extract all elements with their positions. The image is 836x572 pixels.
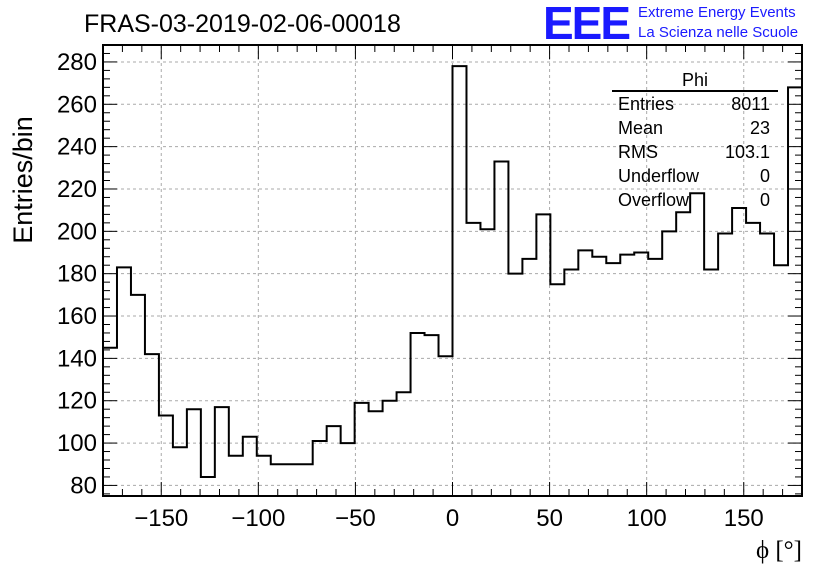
stats-row-underflow: Underflow 0 xyxy=(612,164,778,188)
y-tick-label: 220 xyxy=(57,176,97,203)
stats-label: Mean xyxy=(618,118,664,138)
stats-label: Overflow xyxy=(618,190,690,210)
x-tick-label: −150 xyxy=(134,505,188,532)
stats-row-entries: Entries 8011 xyxy=(612,92,778,116)
stats-label: Underflow xyxy=(618,166,700,186)
stats-title: Phi xyxy=(612,70,778,92)
stats-row-mean: Mean 23 xyxy=(612,116,778,140)
stats-row-overflow: Overflow 0 xyxy=(612,188,778,212)
logo-line-2: La Scienza nelle Scuole xyxy=(638,24,799,41)
stats-label: RMS xyxy=(618,142,658,162)
y-tick-label: 240 xyxy=(57,134,97,161)
stats-label: Entries xyxy=(618,94,675,114)
y-tick-label: 140 xyxy=(57,345,97,372)
chart-title: FRAS-03-2019-02-06-00018 xyxy=(84,10,401,38)
x-tick-label: −50 xyxy=(335,505,376,532)
stats-value: 23 xyxy=(749,118,770,138)
stats-box: Phi Entries 8011 Mean 23 RMS 103.1 Under… xyxy=(612,70,778,212)
stats-value: 103.1 xyxy=(724,142,770,162)
y-tick-label: 160 xyxy=(57,303,97,330)
x-axis-label: ϕ [°] xyxy=(756,537,802,564)
tick-labels: −150 −100 −50 0 50 100 150 80 100 120 140 160 180 200… xyxy=(57,49,764,532)
logo-caption: Extreme Energy Events La Scienza nelle S… xyxy=(638,3,798,43)
stats-value: 0 xyxy=(759,166,770,186)
histogram-series xyxy=(103,65,802,478)
x-tick-label: 150 xyxy=(724,505,764,532)
y-tick-label: 200 xyxy=(57,218,97,245)
x-tick-label: 50 xyxy=(536,505,563,532)
x-tick-label: 0 xyxy=(446,505,459,532)
y-tick-label: 120 xyxy=(57,388,97,415)
axis-ticks xyxy=(103,45,802,496)
stats-value: 8011 xyxy=(731,94,770,114)
y-tick-label: 80 xyxy=(70,472,97,499)
stats-value: 0 xyxy=(759,190,770,210)
y-axis-label: Entries/bin xyxy=(8,116,38,244)
y-tick-label: 180 xyxy=(57,261,97,288)
eee-logo: EEE xyxy=(543,0,631,49)
y-tick-label: 260 xyxy=(57,91,97,118)
y-tick-label: 100 xyxy=(57,430,97,457)
x-tick-label: −100 xyxy=(231,505,285,532)
x-tick-label: 100 xyxy=(627,505,667,532)
y-tick-label: 280 xyxy=(57,49,97,76)
logo-line-1: Extreme Energy Events xyxy=(638,4,796,21)
stats-row-rms: RMS 103.1 xyxy=(612,140,778,164)
